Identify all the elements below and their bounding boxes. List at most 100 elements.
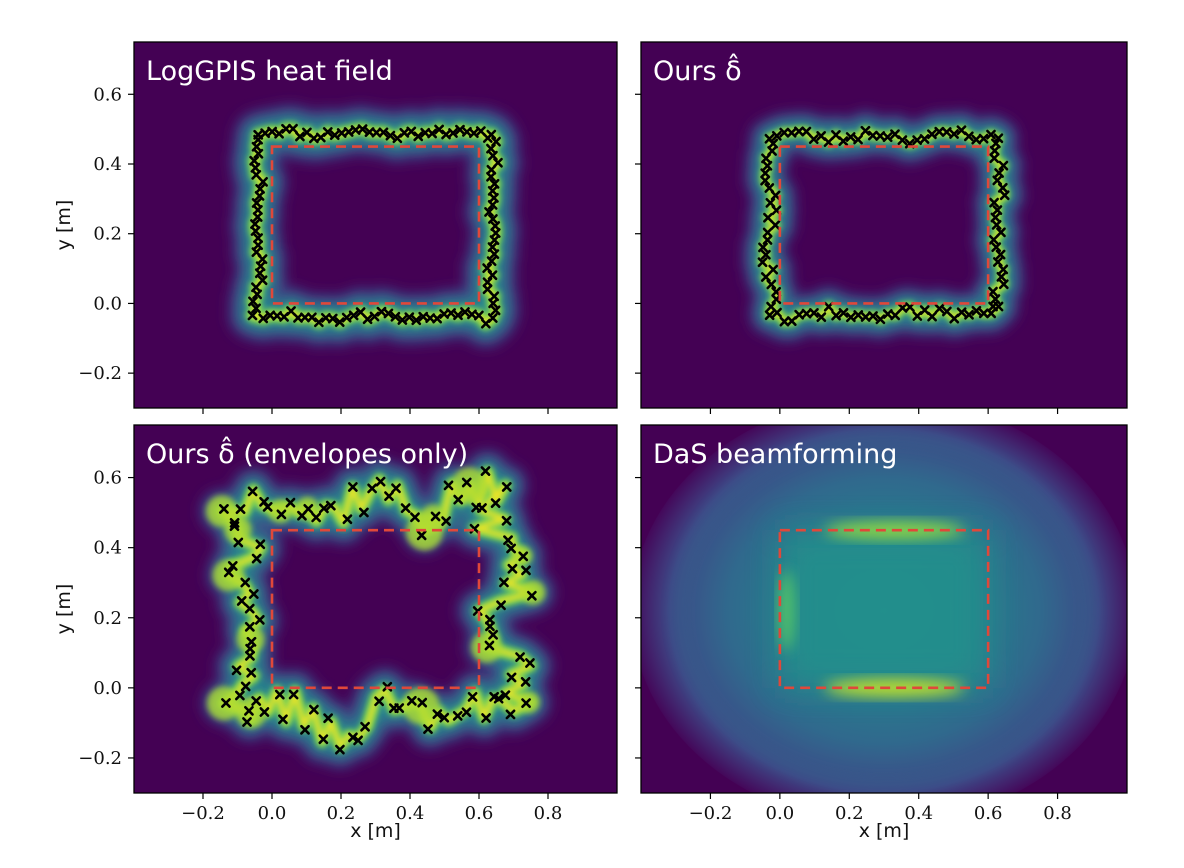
data-marker <box>956 125 967 136</box>
data-marker <box>416 530 427 541</box>
data-marker <box>360 721 370 732</box>
data-marker <box>764 310 775 321</box>
y-tick-label: 0.6 <box>93 468 122 489</box>
data-marker <box>506 672 517 683</box>
x-tick-label: 0.0 <box>258 803 287 824</box>
data-marker <box>794 309 805 320</box>
heat-blob <box>518 691 540 713</box>
data-marker <box>357 124 368 135</box>
data-marker <box>760 249 771 260</box>
data-marker <box>927 311 937 322</box>
data-marker <box>461 707 472 718</box>
data-marker <box>262 501 273 512</box>
data-marker <box>288 123 298 134</box>
beam-core <box>779 530 989 688</box>
data-marker <box>452 710 463 721</box>
data-marker <box>486 256 497 267</box>
data-marker <box>998 279 1009 290</box>
data-marker <box>475 126 486 137</box>
data-marker <box>927 129 937 140</box>
data-marker <box>503 535 513 546</box>
data-marker <box>518 551 529 562</box>
y-tick-label: 0.6 <box>93 84 122 105</box>
data-marker <box>991 220 1002 230</box>
data-marker <box>375 476 386 487</box>
heat-blob <box>402 687 440 725</box>
data-marker <box>455 124 465 135</box>
data-marker <box>768 138 779 149</box>
data-marker <box>274 689 285 700</box>
reference-rectangle <box>270 145 481 305</box>
data-marker <box>400 503 411 514</box>
data-marker <box>406 695 417 706</box>
data-marker <box>231 665 242 676</box>
data-marker <box>281 123 291 134</box>
data-marker <box>348 310 359 321</box>
data-marker <box>919 134 930 144</box>
data-marker <box>882 132 893 142</box>
data-marker <box>486 171 496 182</box>
data-marker <box>248 589 259 599</box>
data-marker <box>441 516 452 527</box>
x-tick-label: 0.2 <box>835 803 864 824</box>
data-marker <box>996 271 1007 282</box>
data-marker <box>257 275 268 286</box>
data-marker <box>251 553 262 564</box>
plot-background <box>641 42 1127 408</box>
data-marker <box>309 704 319 715</box>
x-axis-label: x [m] <box>859 820 910 842</box>
data-marker <box>978 133 989 144</box>
data-marker <box>348 732 358 743</box>
heat-blob <box>212 559 245 592</box>
data-marker <box>318 734 329 745</box>
data-marker <box>434 124 444 135</box>
data-marker <box>255 183 266 194</box>
x-tick-label: 0.4 <box>904 803 933 824</box>
data-marker <box>499 577 509 588</box>
data-marker <box>244 621 255 632</box>
data-marker <box>501 482 512 492</box>
data-marker <box>274 128 284 139</box>
data-marker <box>307 312 317 323</box>
data-marker <box>229 517 240 528</box>
panel-title: LogGPIS heat field <box>146 56 393 87</box>
data-marker <box>890 129 900 140</box>
data-marker <box>765 197 776 208</box>
data-marker <box>986 308 997 319</box>
data-marker <box>762 160 773 171</box>
data-marker <box>460 307 470 317</box>
data-marker <box>439 309 449 319</box>
data-marker <box>404 312 415 323</box>
data-marker <box>223 567 234 578</box>
data-marker <box>391 483 401 494</box>
data-marker <box>963 131 974 142</box>
data-marker <box>779 127 790 138</box>
y-tick-label: 0.4 <box>93 154 122 175</box>
data-marker <box>990 138 1001 149</box>
data-marker <box>430 511 441 522</box>
data-marker <box>912 311 923 321</box>
data-marker <box>875 314 886 325</box>
data-marker <box>236 596 247 606</box>
data-marker <box>941 306 952 317</box>
panel-title: DaS beamforming <box>653 439 897 470</box>
data-marker <box>507 563 518 574</box>
data-marker <box>766 279 777 290</box>
data-marker <box>786 127 797 138</box>
data-marker <box>779 316 790 327</box>
data-marker <box>427 128 438 139</box>
data-marker <box>770 190 781 201</box>
data-marker <box>410 512 420 523</box>
data-marker <box>254 614 265 625</box>
data-marker <box>488 214 498 224</box>
reference-rectangle <box>778 528 990 690</box>
data-marker <box>418 311 429 322</box>
data-marker <box>488 629 498 640</box>
y-tick-label: −0.2 <box>78 363 122 384</box>
data-marker <box>526 590 537 601</box>
data-marker <box>988 286 998 297</box>
data-marker <box>295 131 305 142</box>
data-marker <box>487 199 498 210</box>
heat-core <box>219 469 536 749</box>
data-marker <box>897 302 908 313</box>
